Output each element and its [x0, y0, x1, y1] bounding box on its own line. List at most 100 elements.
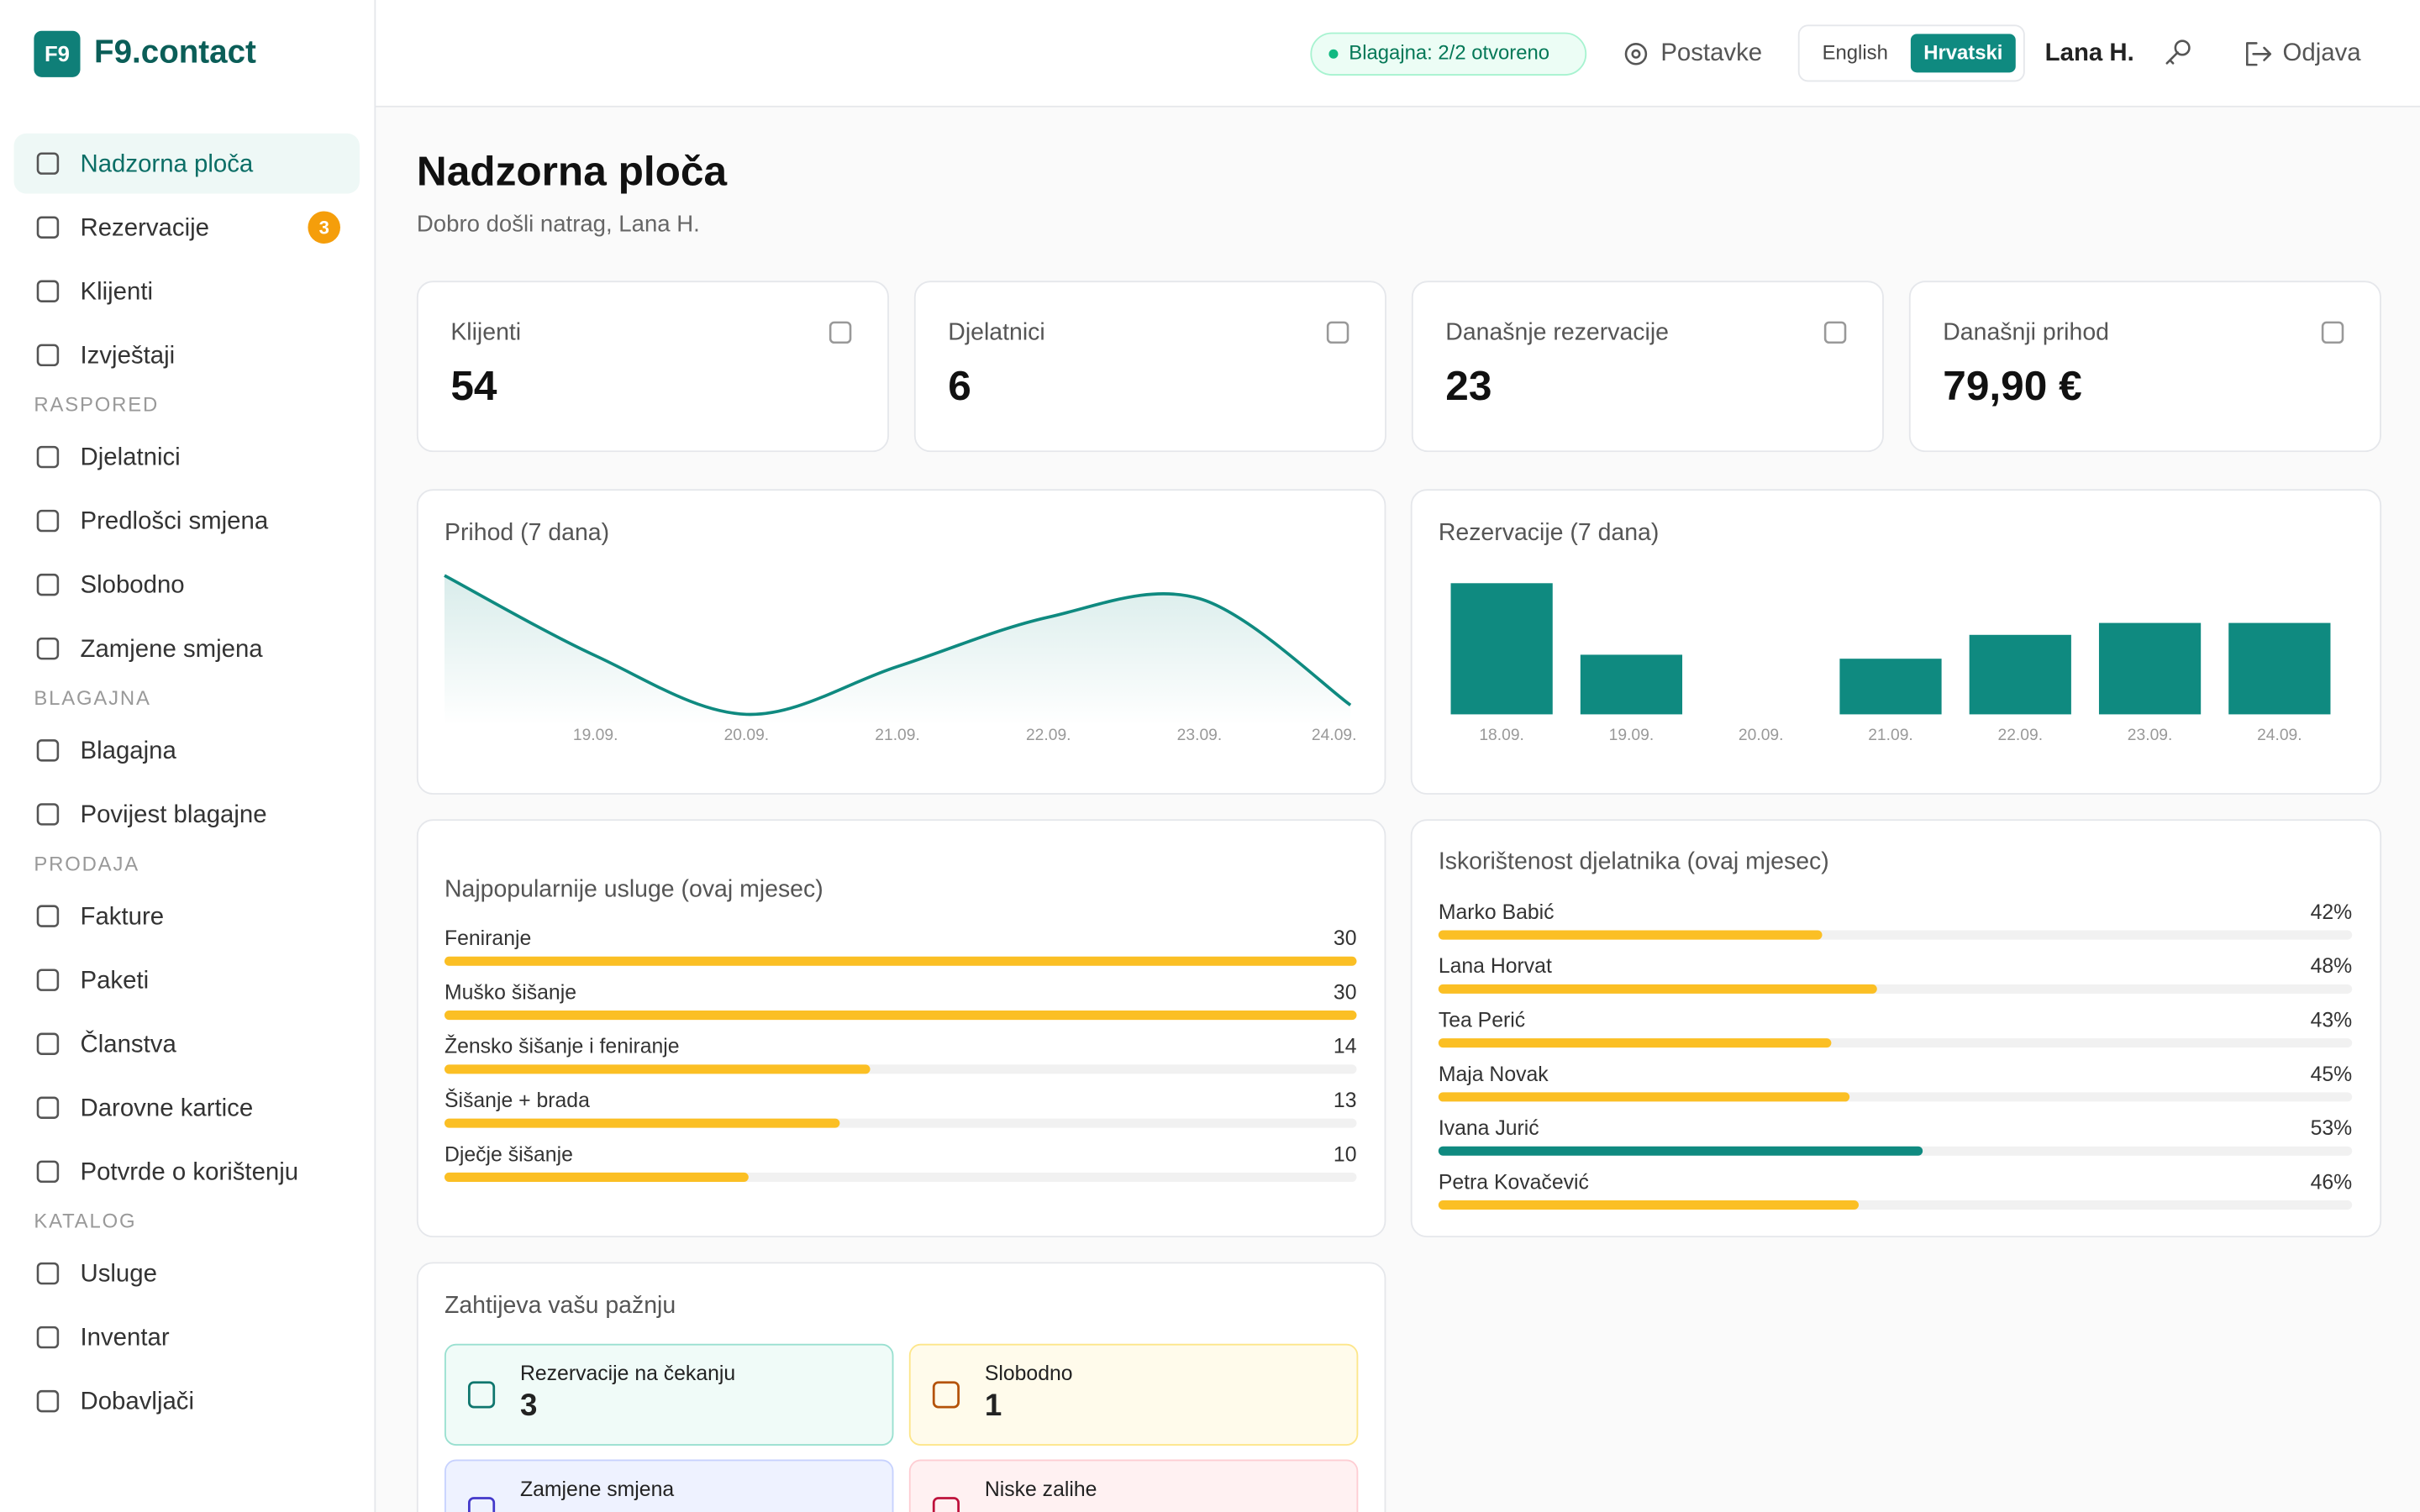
x-tick-label: 22.09.	[1997, 727, 2043, 744]
brand[interactable]: F9.contact	[94, 34, 256, 70]
attention-tile[interactable]	[908, 1343, 1359, 1446]
x-tick-label: 23.09.	[2128, 727, 2173, 744]
tile-label[interactable]: Niske zalihe	[985, 1478, 1097, 1501]
row-label: Maja Novak	[1439, 1063, 1549, 1086]
nav-badge	[308, 211, 340, 244]
logout-icon[interactable]	[2246, 42, 2272, 66]
key-icon-stem	[2165, 51, 2179, 65]
logout-link[interactable]: Odjava	[2283, 39, 2362, 66]
logo[interactable]: F9	[45, 43, 70, 66]
nav-item[interactable]: Paketi	[81, 966, 150, 994]
nav-item[interactable]: Zamjene smjena	[81, 635, 264, 663]
services-card	[416, 819, 1386, 1238]
page-subtitle: Dobro došli natrag, Lana H.	[417, 210, 700, 236]
bar	[1438, 1092, 1850, 1102]
nav-icon	[36, 803, 60, 826]
x-tick-label: 24.09.	[1312, 727, 1357, 744]
nav-icon	[36, 152, 60, 175]
tile-value[interactable]: 1	[985, 1388, 1002, 1422]
nav-item[interactable]: Inventar	[81, 1324, 170, 1352]
nav-item[interactable]: Usluge	[81, 1260, 157, 1288]
nav-item[interactable]: Povijest blagajne	[81, 801, 267, 828]
nav-item[interactable]: Članstva	[81, 1029, 177, 1058]
utilization-title: Iskorištenost djelatnika (ovaj mjesec)	[1439, 848, 1829, 874]
x-tick-label: 19.09.	[573, 727, 618, 744]
row-value: 46%	[2311, 1171, 2353, 1194]
settings-link[interactable]: Postavke	[1660, 39, 1762, 66]
nav-item[interactable]: Izvještaji	[81, 341, 176, 369]
language-option[interactable]: English	[1823, 42, 1888, 65]
settings-icon[interactable]	[1624, 43, 1648, 66]
utilization-card	[1410, 819, 2382, 1238]
nav-item[interactable]: Fakture	[81, 902, 165, 930]
status-text[interactable]: Blagajna: 2/2 otvoreno	[1349, 42, 1549, 65]
tile-label[interactable]: Slobodno	[985, 1362, 1073, 1385]
row-label: Ivana Jurić	[1439, 1117, 1539, 1140]
row-label: Dječje šišanje	[445, 1143, 573, 1166]
nav-item[interactable]: Blagajna	[81, 737, 177, 764]
bar	[1438, 1038, 1832, 1048]
page-title: Nadzorna ploča	[417, 148, 728, 195]
row-label: Muško šišanje	[445, 981, 576, 1004]
tile-icon	[932, 1381, 960, 1409]
row-label: Šišanje + brada	[445, 1089, 590, 1112]
nav-item[interactable]: Rezervacije	[81, 213, 209, 241]
row-value: 43%	[2311, 1009, 2353, 1032]
bar	[1438, 1146, 1923, 1156]
stat-card	[1411, 281, 1884, 453]
nav-active-bg[interactable]	[13, 133, 360, 194]
nav-item[interactable]: Darovne kartice	[81, 1094, 254, 1121]
attention-tile[interactable]	[444, 1459, 894, 1512]
status-dot	[1328, 49, 1339, 59]
line-area	[444, 575, 1351, 726]
bar	[1969, 634, 2071, 715]
nav-item[interactable]: Klijenti	[81, 277, 154, 305]
user-name[interactable]: Lana H.	[2045, 39, 2134, 66]
stat-card	[416, 281, 889, 453]
bar	[1450, 583, 1553, 715]
attention-tile[interactable]	[908, 1459, 1359, 1512]
row-value: 13	[1334, 1089, 1357, 1112]
nav-item[interactable]: Djelatnici	[81, 444, 181, 471]
stat-value: 54	[450, 362, 497, 409]
nav-item[interactable]: Predlošci smjena	[81, 507, 269, 535]
bar	[444, 956, 1357, 966]
tile-label[interactable]: Rezervacije na čekanju	[520, 1362, 735, 1385]
logo-box[interactable]	[34, 30, 81, 77]
key-icon[interactable]	[2174, 39, 2191, 56]
nav-icon	[36, 445, 60, 469]
bookings-card	[1410, 489, 2382, 795]
stat-label: Djelatnici	[948, 318, 1044, 345]
row-label: Marko Babić	[1439, 901, 1555, 924]
x-tick-label: 24.09.	[2257, 727, 2302, 744]
attention-tile[interactable]	[444, 1343, 894, 1446]
nav-item[interactable]: Nadzorna ploča	[81, 150, 254, 177]
stat-icon	[829, 321, 852, 344]
stat-value: 79,90 €	[1943, 362, 2081, 409]
tile-icon	[467, 1497, 496, 1512]
bar	[444, 1172, 749, 1182]
bar	[1580, 654, 1683, 715]
nav-icon	[36, 1032, 60, 1055]
x-tick-label: 18.09.	[1479, 727, 1524, 744]
nav-item[interactable]: Dobavljači	[81, 1388, 195, 1415]
language-option[interactable]: Hrvatski	[1923, 42, 2002, 65]
language-active-bg[interactable]	[1910, 34, 2016, 73]
bar	[1839, 659, 1942, 715]
nav-item[interactable]: Potvrde o korištenju	[81, 1158, 299, 1185]
status-pill[interactable]	[1310, 32, 1587, 76]
nav-item[interactable]: Slobodno	[81, 571, 185, 599]
bar	[444, 1011, 1357, 1021]
row-label: Žensko šišanje i feniranje	[445, 1036, 680, 1058]
row-value: 53%	[2311, 1117, 2353, 1140]
row-value: 10	[1334, 1143, 1357, 1166]
row-label: Petra Kovačević	[1439, 1171, 1589, 1194]
services-title: Najpopularnije usluge (ovaj mjesec)	[445, 875, 823, 902]
tile-value[interactable]: 3	[520, 1388, 537, 1422]
chart-title: Prihod (7 dana)	[445, 519, 609, 546]
x-tick-label: 23.09.	[1177, 727, 1223, 744]
stat-icon	[2321, 321, 2344, 344]
stat-label: Današnje rezervacije	[1445, 318, 1669, 345]
tile-label[interactable]: Zamjene smjena	[520, 1478, 674, 1501]
